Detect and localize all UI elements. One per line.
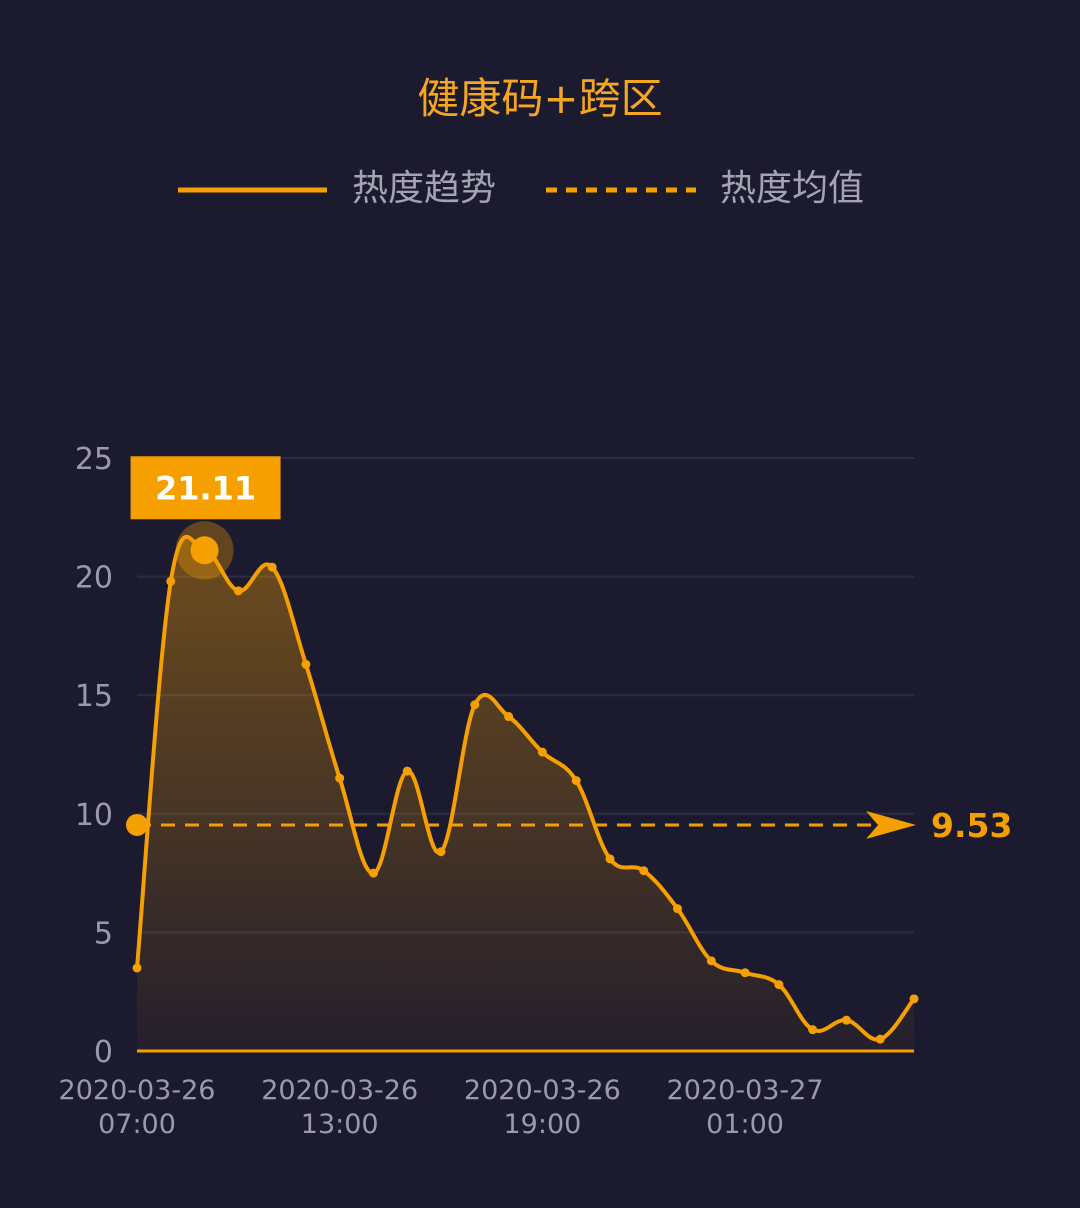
data-point	[774, 980, 784, 990]
peak-dot	[190, 536, 219, 565]
average-arrow-icon	[866, 810, 916, 839]
data-point	[504, 712, 514, 722]
y-tick-label: 5	[94, 916, 113, 951]
x-tick-date: 2020-03-26	[261, 1075, 418, 1106]
legend: 热度趋势 热度均值	[178, 168, 864, 209]
average-line-group: 9.53	[126, 806, 1012, 845]
x-tick-date: 2020-03-26	[464, 1075, 621, 1106]
data-point	[537, 747, 547, 757]
data-point	[402, 766, 412, 776]
legend-label-trend: 热度趋势	[352, 168, 496, 209]
y-tick-label: 15	[75, 679, 113, 714]
data-point	[335, 773, 345, 783]
data-point	[166, 576, 176, 586]
x-tick-time: 01:00	[706, 1109, 784, 1140]
data-point	[132, 963, 142, 973]
peak-label-box	[130, 456, 281, 520]
y-tick-label: 25	[75, 442, 113, 477]
data-point	[233, 586, 243, 596]
trend-area-fill	[137, 536, 914, 1051]
data-point	[301, 659, 311, 669]
data-point	[639, 866, 649, 876]
data-points	[132, 562, 919, 1044]
data-point	[571, 776, 581, 786]
data-point	[808, 1025, 818, 1035]
peak-value-label: 21.11	[155, 469, 256, 507]
data-point	[706, 956, 716, 966]
chart-title: 健康码+跨区	[417, 74, 662, 123]
data-point	[740, 968, 750, 978]
x-tick-time: 07:00	[98, 1109, 176, 1140]
data-point	[436, 847, 446, 857]
x-axis-ticks: 2020-03-2607:002020-03-2613:002020-03-26…	[59, 1075, 824, 1140]
data-point	[368, 868, 378, 878]
x-tick-date: 2020-03-26	[59, 1075, 216, 1106]
x-tick-date: 2020-03-27	[667, 1075, 824, 1106]
y-tick-label: 20	[75, 561, 113, 596]
data-point	[909, 994, 919, 1004]
data-point	[841, 1015, 851, 1025]
legend-label-average: 热度均值	[720, 168, 864, 209]
y-axis-ticks: 0 5 10 15 20 25	[75, 442, 113, 1070]
data-point	[470, 700, 480, 710]
y-tick-label: 10	[75, 798, 113, 833]
data-point	[605, 854, 615, 864]
data-point	[267, 562, 277, 572]
average-value-label: 9.53	[931, 806, 1012, 845]
peak-marker: 21.11	[130, 456, 281, 580]
average-start-dot	[126, 813, 148, 836]
x-tick-time: 13:00	[301, 1109, 379, 1140]
x-tick-time: 19:00	[503, 1109, 581, 1140]
data-point	[673, 904, 683, 914]
y-tick-label: 0	[94, 1035, 113, 1070]
data-point	[875, 1034, 885, 1044]
